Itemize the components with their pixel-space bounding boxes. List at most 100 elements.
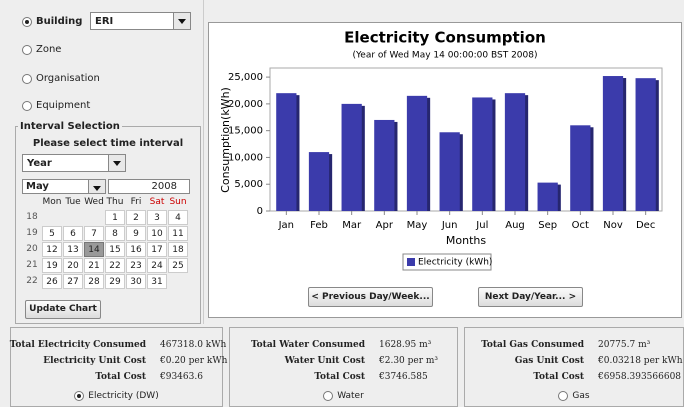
radio-label: Water <box>337 391 364 401</box>
option-label: Zone <box>36 44 62 55</box>
calendar-day[interactable]: 31 <box>147 274 167 289</box>
calendar-day[interactable]: 6 <box>63 226 83 241</box>
x-tick-label: Nov <box>603 220 623 231</box>
summary-value: €6958.393566608 <box>598 372 682 382</box>
x-tick-label: Feb <box>310 220 328 231</box>
summary-label: Gas Unit Cost <box>514 356 584 366</box>
summary-value: €0.20 per kWh <box>160 356 228 366</box>
calendar-day[interactable]: 13 <box>63 242 83 257</box>
radio-label: Electricity (DW) <box>88 391 159 401</box>
x-tick-label: Dec <box>636 220 655 231</box>
calendar-day[interactable]: 21 <box>84 258 104 273</box>
calendar-day[interactable]: 28 <box>84 274 104 289</box>
radio-button <box>558 391 569 401</box>
building-select[interactable]: ERI <box>90 12 191 30</box>
option-radio[interactable]: Organisation <box>22 73 100 85</box>
calendar-day[interactable]: 26 <box>42 274 62 289</box>
summary-value: €2.30 per m³ <box>379 356 439 366</box>
x-tick-label: May <box>407 220 428 231</box>
year-field[interactable]: 2008 <box>108 179 190 194</box>
resource-radio[interactable]: Water <box>230 391 457 402</box>
bar <box>276 93 297 211</box>
option-label: Building <box>36 16 83 27</box>
radio-button <box>74 391 85 401</box>
chart-title: Electricity Consumption <box>344 29 546 47</box>
bar <box>537 182 558 211</box>
bar <box>602 76 624 211</box>
calendar-day[interactable]: 20 <box>63 258 83 273</box>
bar <box>374 119 395 211</box>
select-value: May <box>26 181 49 192</box>
update-button[interactable]: Update Chart <box>25 300 101 319</box>
calendar-day[interactable]: 8 <box>105 226 125 241</box>
legend-swatch <box>407 258 415 266</box>
summary-label: Total Cost <box>95 372 146 382</box>
resource-radio[interactable]: Electricity (DW) <box>11 391 222 402</box>
resource-radio[interactable]: Gas <box>465 391 683 402</box>
interval-select[interactable]: Year <box>22 154 126 172</box>
x-axis-label: Months <box>446 234 486 247</box>
calendar-day[interactable]: 4 <box>168 210 188 225</box>
chart-subtitle: (Year of Wed May 14 00:00:00 BST 2008) <box>352 51 537 61</box>
year-value: 2008 <box>151 181 177 192</box>
radio-button <box>22 73 32 84</box>
calendar-day[interactable]: 23 <box>126 258 146 273</box>
next-button[interactable]: Next Day/Year... > <box>478 287 583 307</box>
option-label: Equipment <box>36 100 91 111</box>
radio-button <box>323 391 334 401</box>
calendar-day[interactable]: 14 <box>84 242 104 257</box>
radio-label: Gas <box>572 391 590 401</box>
calendar-day[interactable]: 10 <box>147 226 167 241</box>
x-tick-label: Jul <box>475 220 488 231</box>
calendar-day[interactable]: 18 <box>168 242 188 257</box>
calendar-day[interactable]: 1 <box>105 210 125 225</box>
calendar-day[interactable]: 29 <box>105 274 125 289</box>
radio-button <box>22 44 32 55</box>
calendar-day[interactable]: 24 <box>147 258 167 273</box>
radio-button <box>22 16 32 27</box>
bar <box>341 103 362 211</box>
bar <box>570 125 591 211</box>
calendar-day[interactable]: 19 <box>42 258 62 273</box>
calendar-day[interactable]: 11 <box>168 226 188 241</box>
chart: Electricity Consumption (Year of Wed May… <box>208 22 682 318</box>
bar <box>635 78 656 211</box>
weekday-label: Sat <box>149 197 165 207</box>
y-tick-label: 0 <box>257 206 263 217</box>
calendar-day[interactable]: 3 <box>147 210 167 225</box>
option-radio[interactable]: Zone <box>22 44 61 56</box>
calendar-day[interactable]: 16 <box>126 242 146 257</box>
calendar-day[interactable]: 17 <box>147 242 167 257</box>
bar <box>504 93 526 211</box>
option-radio[interactable]: Equipment <box>22 100 90 112</box>
weekday-label: Wed <box>84 197 104 207</box>
calendar-day[interactable]: 27 <box>63 274 83 289</box>
summary-value: 1628.95 m³ <box>379 340 432 350</box>
x-tick-label: Mar <box>342 220 362 231</box>
calendar-day[interactable]: 22 <box>105 258 125 273</box>
summary-label: Total Gas Consumed <box>481 340 584 350</box>
x-tick-label: Aug <box>505 220 525 231</box>
week-number: 22 <box>26 276 38 286</box>
summary-value: €0.03218 per kWh <box>598 356 683 366</box>
calendar-day[interactable]: 9 <box>126 226 146 241</box>
previous-button[interactable]: < Previous Day/Week... <box>308 287 433 307</box>
legend-box <box>402 253 492 271</box>
bar <box>308 152 330 211</box>
bar <box>472 97 493 211</box>
summary-label: Total Water Consumed <box>251 340 365 350</box>
calendar-day[interactable]: 25 <box>168 258 188 273</box>
calendar-day[interactable]: 30 <box>126 274 146 289</box>
summary-panel: Total Gas Consumed 20775.7 m³ Gas Unit Cos… <box>464 327 684 407</box>
calendar-day[interactable]: 2 <box>126 210 146 225</box>
calendar-day[interactable]: 5 <box>42 226 62 241</box>
option-radio[interactable]: Building <box>22 16 82 28</box>
week-number: 20 <box>26 244 38 254</box>
month-select[interactable]: May <box>22 179 106 194</box>
calendar-day[interactable]: 15 <box>105 242 125 257</box>
calendar-day[interactable]: 12 <box>42 242 62 257</box>
plot-area <box>269 67 663 212</box>
calendar-day[interactable]: 7 <box>84 226 104 241</box>
bar <box>406 95 428 211</box>
y-tick-label: 10,000 <box>228 152 263 163</box>
